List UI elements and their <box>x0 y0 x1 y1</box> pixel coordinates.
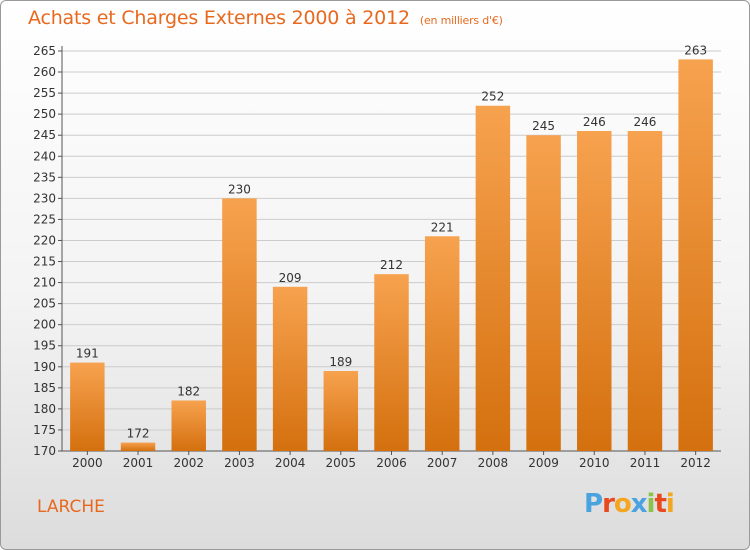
y-tick-label: 180 <box>33 402 56 416</box>
bar <box>526 135 561 452</box>
y-tick-label: 220 <box>33 233 56 247</box>
data-label: 191 <box>76 347 99 361</box>
data-label: 189 <box>329 355 352 369</box>
data-label: 252 <box>481 90 504 104</box>
y-tick-label: 240 <box>33 149 56 163</box>
y-tick-label: 250 <box>33 107 56 121</box>
data-label: 246 <box>634 115 657 129</box>
data-label: 221 <box>431 220 454 234</box>
bar <box>374 274 409 451</box>
bar <box>120 442 156 451</box>
y-tick-label: 190 <box>33 360 56 374</box>
data-labels: 191 172 182 230 209 189 212 221 252 245 246 246 263 <box>76 43 707 440</box>
bar <box>627 131 663 451</box>
y-tick-label: 200 <box>33 318 56 332</box>
x-tick-label: 2007 <box>427 456 458 470</box>
x-tick-label: 2012 <box>680 456 711 470</box>
x-tick-label: 2004 <box>275 456 306 470</box>
x-tick-label: 2009 <box>528 456 559 470</box>
y-tick-label: 260 <box>33 65 56 79</box>
logo-letter: i <box>646 489 656 519</box>
y-tick-label: 210 <box>33 276 56 290</box>
y-tick-label: 235 <box>33 170 56 184</box>
bar <box>70 362 105 451</box>
bar <box>171 400 206 451</box>
y-tick-label: 175 <box>33 423 56 437</box>
y-tick-label: 185 <box>33 381 56 395</box>
data-label: 182 <box>177 384 200 398</box>
x-tick-label: 2008 <box>478 456 509 470</box>
y-tick-label: 225 <box>33 212 56 226</box>
logo-letter: o <box>613 489 632 519</box>
data-label: 246 <box>583 115 606 129</box>
x-tick-label: 2010 <box>579 456 610 470</box>
bar <box>272 286 308 451</box>
logo-letter: t <box>654 489 666 519</box>
y-tick-label: 195 <box>33 339 56 353</box>
x-tick-label: 2005 <box>326 456 357 470</box>
bar <box>577 131 612 451</box>
x-tick-label: 2000 <box>72 456 103 470</box>
axes: 170 175 180 185 190 195 200 205 210 215 220 225 230 2… <box>33 44 721 470</box>
bar <box>323 371 359 451</box>
y-tick-label: 265 <box>33 44 56 58</box>
y-tick-label: 245 <box>33 128 56 142</box>
bars <box>70 59 713 452</box>
y-tick-label: 230 <box>33 191 56 205</box>
x-tick-label: 2003 <box>224 456 255 470</box>
data-label: 172 <box>127 427 150 441</box>
chart-title-text: Achats et Charges Externes 2000 à 2012 <box>28 7 410 29</box>
y-tick-label: 205 <box>33 297 56 311</box>
x-tick-label: 2002 <box>173 456 204 470</box>
chart-title: Achats et Charges Externes 2000 à 2012 (e… <box>28 7 503 29</box>
x-tick-label: 2011 <box>630 456 661 470</box>
y-tick-label: 255 <box>33 86 56 100</box>
data-label: 230 <box>228 182 251 196</box>
logo-letter: x <box>630 489 648 519</box>
logo-letter: P <box>584 489 603 519</box>
data-label: 245 <box>532 119 555 133</box>
commune-name: LARCHE <box>37 497 105 517</box>
y-tick-label: 215 <box>33 255 56 269</box>
data-label: 212 <box>380 258 403 272</box>
data-label: 263 <box>684 43 707 57</box>
x-tick-label: 2001 <box>123 456 154 470</box>
bar <box>424 236 460 451</box>
chart-subtitle: (en milliers d'€) <box>419 14 503 27</box>
bar <box>222 198 257 451</box>
logo-letter: r <box>602 489 615 519</box>
data-label: 209 <box>279 271 302 285</box>
bar <box>678 59 713 451</box>
logo-letter: i <box>665 489 675 519</box>
proxiti-logo: Proxiti <box>584 489 675 519</box>
bar <box>475 105 511 451</box>
x-tick-label: 2006 <box>376 456 407 470</box>
y-tick-label: 170 <box>33 444 56 458</box>
